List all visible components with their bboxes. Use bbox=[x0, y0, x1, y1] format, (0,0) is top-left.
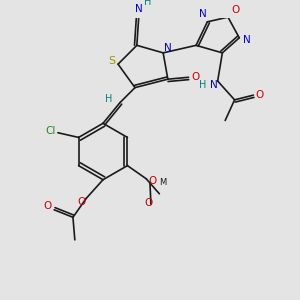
Text: H: H bbox=[105, 94, 112, 104]
Text: O: O bbox=[144, 198, 152, 208]
Text: N: N bbox=[164, 43, 172, 53]
Text: Cl: Cl bbox=[45, 126, 56, 136]
Text: O: O bbox=[149, 176, 157, 186]
Text: S: S bbox=[108, 56, 115, 66]
Text: N: N bbox=[199, 9, 206, 19]
Text: N: N bbox=[210, 80, 218, 90]
Text: N: N bbox=[135, 4, 142, 14]
Text: N: N bbox=[243, 35, 251, 45]
Text: O: O bbox=[256, 90, 264, 100]
Text: H: H bbox=[199, 80, 206, 90]
Text: O: O bbox=[191, 72, 199, 82]
Text: M: M bbox=[159, 178, 167, 187]
Text: O: O bbox=[77, 197, 86, 207]
Text: H: H bbox=[144, 0, 152, 7]
Text: O: O bbox=[231, 4, 240, 15]
Text: O: O bbox=[44, 201, 52, 211]
